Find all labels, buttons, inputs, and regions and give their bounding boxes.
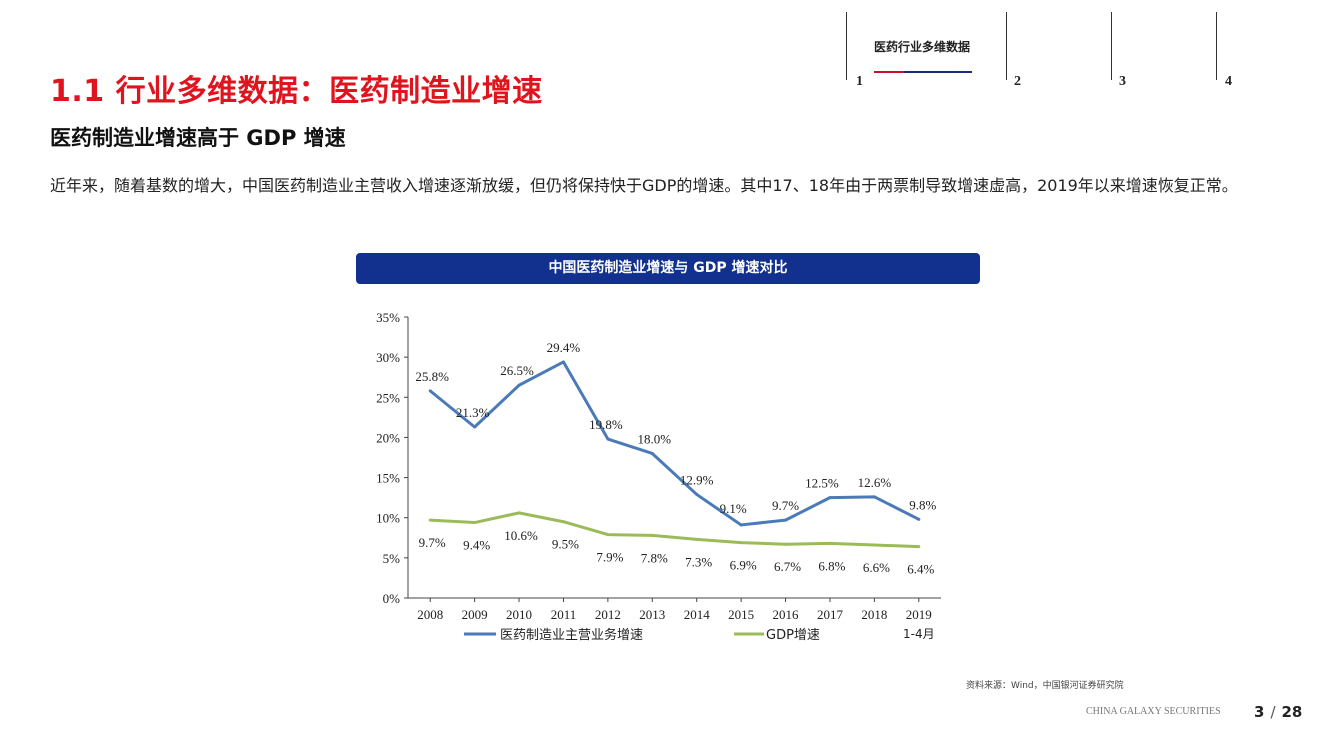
y-tick-label: 15% (376, 471, 400, 486)
page-number: 3 / 28 (1254, 703, 1302, 721)
nav-active-indicator-accent (874, 71, 904, 73)
data-point (473, 521, 477, 525)
data-point (517, 383, 521, 387)
nav-divider (1216, 12, 1217, 80)
x-tick-label: 2015 (728, 607, 754, 622)
nav-active-indicator (874, 71, 972, 73)
data-point (561, 360, 565, 364)
nav-item-4[interactable]: 4 (1225, 74, 1232, 89)
data-point (828, 496, 832, 500)
x-tick-label: 2009 (462, 607, 488, 622)
data-point (606, 533, 610, 537)
data-point (606, 437, 610, 441)
x-tick-label: 2008 (417, 607, 443, 622)
footer-brand: CHINA GALAXY SECURITIES (1086, 706, 1221, 717)
series-line-pharma (429, 360, 920, 527)
data-label-pharma: 25.8% (415, 369, 449, 384)
data-point (872, 543, 876, 547)
data-label-gdp: 6.9% (730, 558, 757, 573)
data-label-pharma: 29.4% (547, 340, 581, 355)
data-point (650, 451, 654, 455)
data-label-pharma: 26.5% (500, 363, 534, 378)
data-label-pharma: 18.0% (637, 431, 671, 446)
nav-divider (1111, 12, 1112, 80)
data-label-pharma: 9.1% (720, 501, 747, 516)
legend-label-gdp: GDP增速 (766, 628, 820, 643)
page-title: 1.1 行业多维数据：医药制造业增速 (50, 74, 543, 109)
chart-title-banner: 中国医药制造业增速与 GDP 增速对比 (356, 253, 980, 284)
x-tick-label: 2011 (551, 607, 577, 622)
y-tick-label: 30% (376, 350, 400, 365)
data-label-pharma: 12.9% (680, 472, 714, 487)
data-point (473, 425, 477, 429)
data-point (872, 495, 876, 499)
nav-item-1[interactable]: 1 (856, 74, 863, 89)
data-point (695, 537, 699, 541)
data-point (695, 492, 699, 496)
page-subtitle: 医药制造业增速高于 GDP 增速 (50, 126, 346, 150)
x-tick-label: 2017 (817, 607, 844, 622)
data-point (739, 541, 743, 545)
data-label-pharma: 21.3% (456, 405, 490, 420)
data-label-pharma: 9.7% (772, 498, 799, 513)
data-point (784, 518, 788, 522)
body-paragraph: 近年来，随着基数的增大，中国医药制造业主营收入增速逐渐放缓，但仍将保持快于GDP… (50, 176, 1238, 195)
x-tick-label: 2014 (684, 607, 711, 622)
data-label-gdp: 6.8% (818, 558, 845, 573)
data-point (917, 517, 921, 521)
data-point (561, 520, 565, 524)
data-point (784, 542, 788, 546)
nav-divider (846, 12, 847, 80)
data-point (428, 518, 432, 522)
x-tick-sublabel: 1-4月 (903, 627, 935, 641)
x-tick-label: 2010 (506, 607, 532, 622)
y-tick-label: 20% (376, 430, 400, 445)
y-tick-label: 0% (383, 591, 401, 606)
nav-active-section-title: 医药行业多维数据 (874, 40, 971, 54)
data-label-gdp: 9.7% (419, 535, 446, 550)
series-line-gdp (430, 511, 919, 549)
nav-divider (1006, 12, 1007, 80)
y-tick-label: 35% (376, 310, 400, 325)
data-label-pharma: 12.6% (858, 475, 892, 490)
y-tick-label: 10% (376, 511, 400, 526)
page-current: 3 (1254, 703, 1265, 721)
x-tick-label: 2013 (639, 607, 665, 622)
data-label-gdp: 9.5% (552, 537, 579, 552)
y-tick-label: 5% (383, 551, 401, 566)
data-label-gdp: 7.9% (596, 550, 623, 565)
page-total: 28 (1281, 703, 1303, 721)
data-label-gdp: 6.7% (774, 559, 801, 574)
x-tick-label: 2019 (906, 607, 932, 622)
data-label-pharma: 9.8% (909, 497, 936, 512)
page-separator: / (1270, 703, 1276, 721)
data-point (428, 389, 432, 393)
data-point (739, 523, 743, 527)
source-note: 资料来源：Wind，中国银河证券研究院 (966, 681, 1124, 691)
data-label-gdp: 7.8% (641, 550, 668, 565)
data-point (650, 533, 654, 537)
data-label-gdp: 6.6% (863, 560, 890, 575)
data-label-pharma: 12.5% (805, 476, 839, 491)
nav-item-2[interactable]: 2 (1014, 74, 1021, 89)
data-label-gdp: 9.4% (463, 538, 490, 553)
data-point (917, 545, 921, 549)
x-tick-label: 2012 (595, 607, 621, 622)
data-label-gdp: 7.3% (685, 554, 712, 569)
data-point (828, 541, 832, 545)
x-tick-label: 2018 (861, 607, 887, 622)
legend-label-pharma: 医药制造业主营业务增速 (500, 627, 643, 643)
section-nav: 医药行业多维数据 1 2 3 4 (846, 12, 1326, 89)
data-label-pharma: 19.8% (589, 417, 623, 432)
data-label-gdp: 6.4% (907, 562, 934, 577)
x-tick-label: 2016 (773, 607, 800, 622)
data-label-gdp: 10.6% (504, 528, 538, 543)
y-tick-label: 25% (376, 390, 400, 405)
data-point (517, 511, 521, 515)
line-chart: 0% 5% 10% 15% 20% 25% 30% 35% 2008 2009 2010 2011 20… (376, 310, 941, 643)
nav-item-3[interactable]: 3 (1119, 74, 1126, 89)
